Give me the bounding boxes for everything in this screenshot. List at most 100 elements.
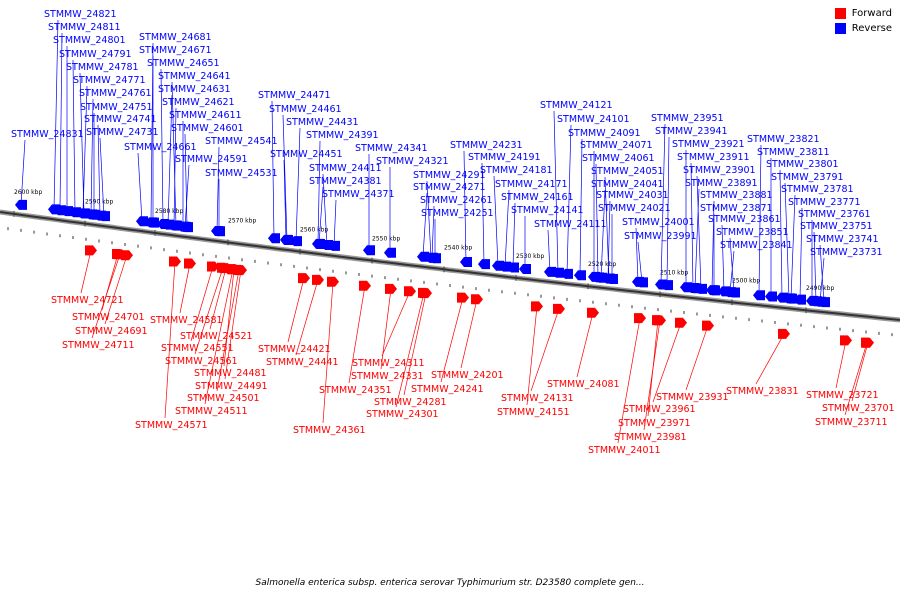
forward-gene-arrow xyxy=(298,273,310,284)
reverse-gene-connector xyxy=(666,136,670,286)
reverse-gene-arrow xyxy=(708,285,720,296)
reverse-gene-label: STMMW_23911 xyxy=(677,152,750,163)
reverse-gene-connector xyxy=(813,231,817,302)
reverse-gene-label: STMMW_24451 xyxy=(270,149,343,160)
reverse-gene-arrow xyxy=(794,294,806,305)
reverse-gene-label: STMMW_24601 xyxy=(171,123,244,134)
forward-gene-label: STMMW_24521 xyxy=(180,331,253,342)
reverse-gene-label: STMMW_24051 xyxy=(591,166,664,177)
forward-gene-connector xyxy=(685,325,709,391)
reverse-gene-connector xyxy=(431,205,435,258)
reverse-gene-label: STMMW_24541 xyxy=(205,136,278,147)
reverse-gene-connector xyxy=(566,124,572,274)
forward-gene-label: STMMW_24351 xyxy=(319,385,392,396)
forward-gene-connector xyxy=(835,340,847,389)
reverse-gene-arrow xyxy=(384,247,396,258)
forward-gene-connector xyxy=(530,308,560,392)
reverse-gene-connector xyxy=(90,98,94,215)
forward-gene-label: STMMW_24421 xyxy=(258,344,331,355)
reverse-gene-connector xyxy=(463,150,467,262)
reverse-gene-connector xyxy=(504,189,510,267)
forward-gene-label: STMMW_23701 xyxy=(822,403,895,414)
reverse-gene-label: STMMW_24381 xyxy=(309,176,382,187)
reverse-gene-label: STMMW_23731 xyxy=(810,247,883,258)
reverse-gene-connector xyxy=(99,137,105,217)
reverse-gene-label: STMMW_24021 xyxy=(598,203,671,214)
reverse-gene-label: STMMW_24591 xyxy=(175,154,248,165)
reverse-gene-connector xyxy=(184,164,190,227)
reverse-gene-label: STMMW_23881 xyxy=(700,190,773,201)
reverse-gene-label: STMMW_23811 xyxy=(757,147,830,158)
reverse-gene-arrow xyxy=(69,207,81,218)
reverse-gene-connector xyxy=(819,257,825,302)
reverse-gene-arrow xyxy=(328,240,340,251)
forward-gene-label: STMMW_23961 xyxy=(623,404,696,415)
reverse-gene-label: STMMW_24801 xyxy=(53,35,126,46)
forward-gene-arrow xyxy=(169,256,181,267)
reverse-gene-connector xyxy=(481,162,485,265)
forward-gene-connector xyxy=(190,266,214,342)
reverse-gene-arrow xyxy=(689,283,701,294)
forward-gene-connector xyxy=(204,268,234,405)
reverse-gene-label: STMMW_24611 xyxy=(169,110,242,121)
axis-tick-label: 2490 kbp xyxy=(806,285,834,292)
reverse-gene-label: STMMW_23821 xyxy=(747,134,820,145)
forward-gene-connector xyxy=(755,333,785,385)
reverse-gene-label: STMMW_24681 xyxy=(139,32,212,43)
reverse-gene-connector xyxy=(595,163,599,278)
legend: Forward Reverse xyxy=(834,8,892,38)
reverse-gene-connector xyxy=(72,59,76,213)
axis-tick-label: 2530 kbp xyxy=(516,253,544,260)
reverse-gene-arrow xyxy=(213,226,225,237)
reverse-gene-arrow xyxy=(765,291,777,302)
forward-gene-connector xyxy=(322,281,334,424)
forward-gene-connector xyxy=(348,285,366,384)
reverse-gene-connector xyxy=(784,182,790,299)
reverse-gene-label: STMMW_24071 xyxy=(580,140,653,151)
reverse-gene-label: STMMW_24831 xyxy=(11,129,84,140)
forward-gene-arrow xyxy=(778,328,790,339)
axis-tick-label: 2540 kbp xyxy=(444,244,472,251)
forward-gene-arrow xyxy=(217,262,229,273)
forward-gene-label: STMMW_24561 xyxy=(165,356,238,367)
reverse-gene-arrow xyxy=(478,259,490,270)
forward-gene-label: STMMW_24721 xyxy=(51,295,124,306)
forward-gene-label: STMMW_24281 xyxy=(374,397,447,408)
reverse-gene-label: STMMW_24731 xyxy=(86,127,159,138)
reverse-gene-arrow xyxy=(561,268,573,279)
reverse-gene-connector xyxy=(635,227,639,282)
reverse-gene-label: STMMW_24811 xyxy=(48,22,121,33)
reverse-gene-arrow xyxy=(280,234,292,245)
reverse-gene-label: STMMW_24261 xyxy=(420,195,493,206)
forward-gene-label: STMMW_24691 xyxy=(75,326,148,337)
forward-gene-label: STMMW_24241 xyxy=(411,384,484,395)
reverse-gene-arrow xyxy=(661,280,673,291)
reverse-gene-connector xyxy=(53,19,59,210)
reverse-gene-label: STMMW_23891 xyxy=(685,178,758,189)
axis-tick-label: 2570 kbp xyxy=(228,217,256,224)
reverse-gene-arrow xyxy=(290,236,302,247)
legend-reverse: Reverse xyxy=(834,23,892,34)
reverse-gene-connector xyxy=(173,107,177,226)
reverse-gene-label: STMMW_24121 xyxy=(540,100,613,111)
reverse-gene-label: STMMW_23741 xyxy=(806,234,879,245)
forward-gene-arrow xyxy=(404,286,416,297)
reverse-gene-label: STMMW_23841 xyxy=(720,240,793,251)
reverse-gene-connector xyxy=(696,175,702,289)
forward-gene-label: STMMW_23981 xyxy=(614,432,687,443)
reverse-gene-arrow xyxy=(429,253,441,264)
reverse-gene-arrow xyxy=(552,267,564,278)
reverse-gene-connector xyxy=(322,173,328,246)
forward-gene-connector xyxy=(395,292,425,408)
reverse-gene-arrow xyxy=(785,293,797,304)
reverse-gene-arrow xyxy=(179,221,191,232)
forward-gene-arrow xyxy=(359,280,371,291)
reverse-gene-connector xyxy=(216,146,220,232)
forward-gene-label: STMMW_24511 xyxy=(175,406,248,417)
forward-gene-arrow xyxy=(553,303,565,314)
reverse-gene-label: STMMW_24641 xyxy=(158,71,231,82)
reverse-gene-label: STMMW_23871 xyxy=(700,203,773,214)
reverse-gene-connector xyxy=(184,133,188,228)
forward-gene-arrow xyxy=(702,320,714,331)
reverse-gene-connector xyxy=(82,85,88,214)
